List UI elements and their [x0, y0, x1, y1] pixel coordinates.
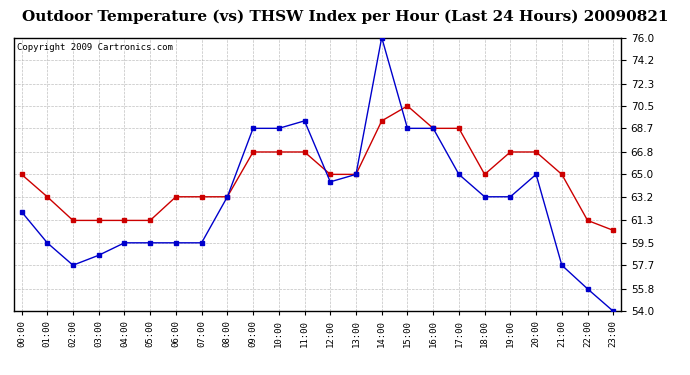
- Text: Outdoor Temperature (vs) THSW Index per Hour (Last 24 Hours) 20090821: Outdoor Temperature (vs) THSW Index per …: [22, 9, 668, 24]
- Text: Copyright 2009 Cartronics.com: Copyright 2009 Cartronics.com: [17, 43, 172, 52]
